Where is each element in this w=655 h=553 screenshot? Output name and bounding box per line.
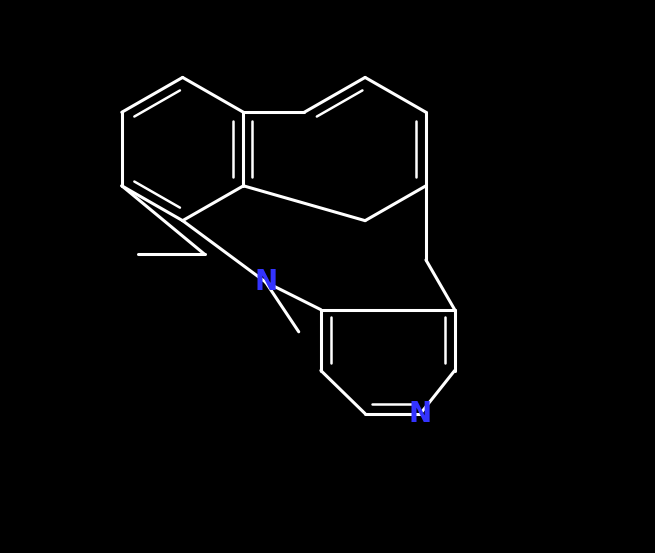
Text: N: N	[254, 268, 277, 296]
Text: N: N	[409, 400, 432, 427]
